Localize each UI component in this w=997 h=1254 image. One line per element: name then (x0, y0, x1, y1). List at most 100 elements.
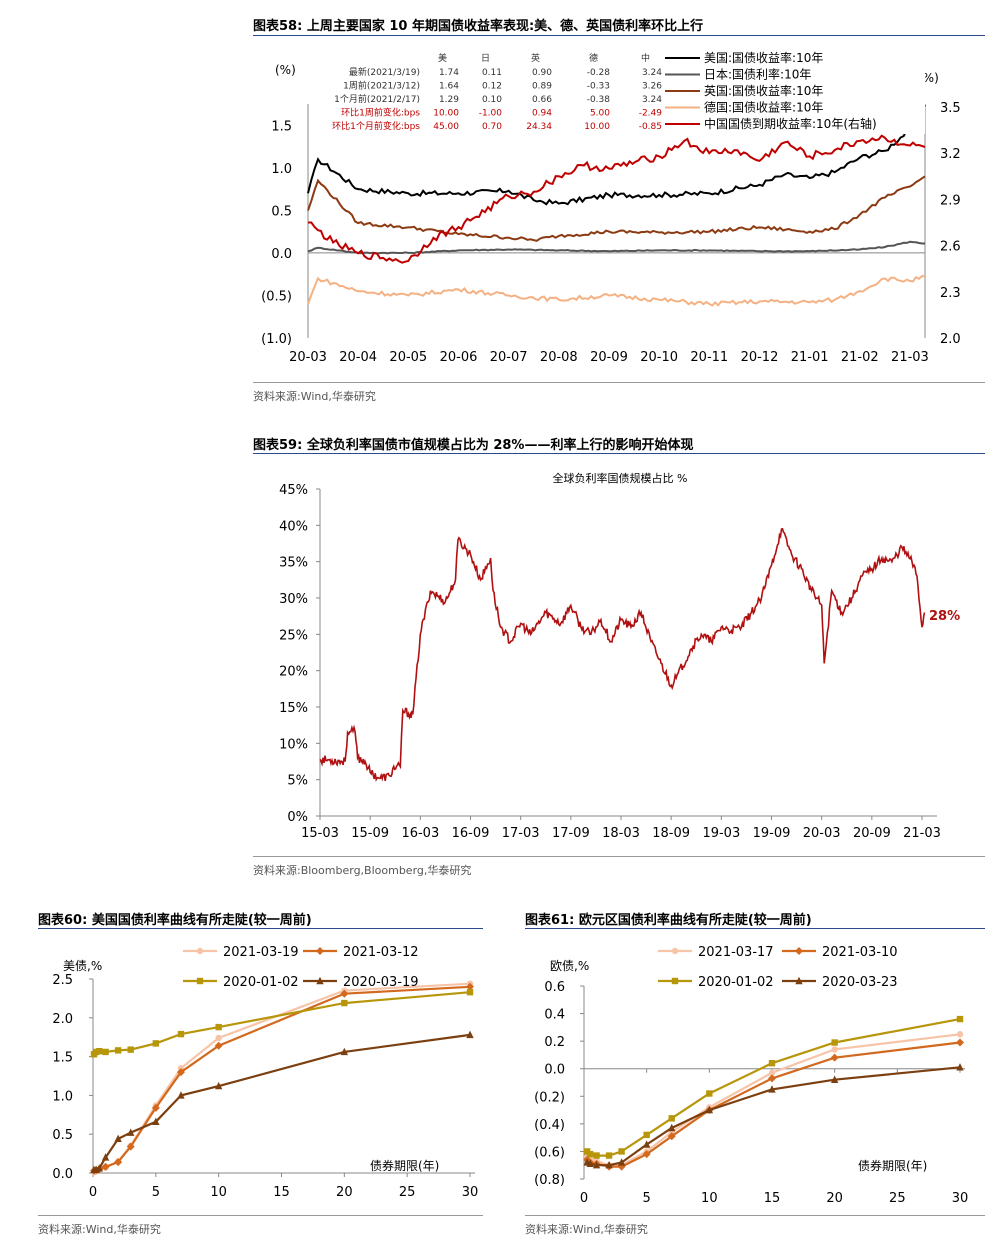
fig59-x-tick: 15-09 (351, 826, 389, 841)
fig58-table-cell: 0.90 (532, 68, 552, 78)
fig59-x-tick: 19-09 (753, 826, 791, 841)
fig58-left-tick: 0.5 (271, 204, 292, 219)
fig58-table-cell: 10.00 (433, 109, 459, 119)
fig60-data-point (102, 1048, 109, 1056)
fig61-x-tick: 30 (952, 1191, 969, 1206)
fig60-x-tick: 5 (152, 1185, 160, 1200)
fig58-x-tick: 20-09 (590, 350, 628, 365)
fig59-x-tick: 18-03 (602, 826, 640, 841)
fig60-x-label: 债券期限(年) (370, 1158, 439, 1173)
fig58-source: 资料来源:Wind,华泰研究 (253, 390, 376, 403)
fig58-table-row-label: 环比1个月前变化:bps (332, 120, 420, 132)
fig60-y-tick: 1.0 (52, 1089, 73, 1104)
fig60-data-point (466, 988, 474, 996)
fig58-title-rule (253, 35, 985, 36)
fig61-legend-marker (671, 977, 679, 985)
fig58-table-cell: 0.10 (482, 95, 502, 105)
fig58-table-cell: 1.29 (439, 95, 459, 105)
fig61-data-point (831, 1046, 838, 1053)
fig61-source: 资料来源:Wind,华泰研究 (525, 1223, 648, 1236)
fig58-series-line (307, 274, 926, 307)
fig58-table-cell: 1.74 (439, 68, 459, 78)
fig59-x-tick: 15-03 (301, 826, 339, 841)
fig58-legend-box (663, 52, 925, 134)
fig58-table-header: 日 (481, 53, 490, 64)
fig61-x-tick: 5 (643, 1191, 651, 1206)
fig61-data-point (586, 1159, 594, 1168)
fig60-data-point (340, 989, 349, 998)
fig61-data-point (593, 1152, 600, 1159)
fig60-data-point (340, 1047, 349, 1056)
fig61-x-tick: 25 (889, 1191, 906, 1206)
fig60-y-tick: 2.0 (52, 1012, 73, 1027)
fig61-x-label: 债券期限(年) (858, 1158, 927, 1173)
fig61-data-point (618, 1148, 625, 1155)
fig58-table-cell: 0.11 (482, 68, 502, 78)
fig60-data-point (114, 1158, 123, 1167)
fig58-table-cell: 1.64 (439, 82, 459, 92)
fig60-data-point (177, 1091, 185, 1099)
fig58-right-tick: 2.6 (940, 240, 961, 255)
fig58-table-cell: 0.94 (532, 109, 552, 119)
fig59-chart-title: 全球负利率国债规模占比 % (553, 471, 688, 485)
fig58-x-tick: 20-03 (289, 350, 327, 365)
fig58-table-cell: 0.12 (482, 82, 502, 92)
fig59-series-line (319, 527, 926, 782)
fig60-data-point (101, 1153, 110, 1161)
fig58-x-tick: 20-08 (540, 350, 578, 365)
fig59-x-tick: 16-09 (452, 826, 490, 841)
fig61-data-point (768, 1069, 776, 1077)
fig59-end-label: 28% (929, 609, 960, 624)
fig58-series-line (308, 134, 926, 264)
fig60-legend-marker (196, 977, 204, 985)
fig58-table-row-label: 1周前(2021/3/12) (343, 80, 420, 92)
fig58-table-cell: 3.26 (642, 82, 662, 92)
fig60-y-tick: 0.0 (52, 1167, 73, 1182)
fig60-y-tick: 1.5 (52, 1051, 73, 1066)
fig61-data-point (617, 1158, 626, 1166)
fig61-data-point (643, 1131, 650, 1139)
fig60-legend-label: 2020-01-02 (223, 975, 299, 990)
fig58-table-cell: 3.24 (642, 68, 662, 78)
fig58-table-header: 美 (438, 52, 447, 64)
fig58-table-header: 德 (589, 52, 598, 64)
fig60-x-tick: 25 (399, 1185, 416, 1200)
fig60-data-point (214, 1081, 223, 1090)
fig61-y-tick: (0.6) (534, 1145, 565, 1160)
fig60-data-point (341, 999, 348, 1007)
fig58-legend-label: 中国国债到期收益率:10年(右轴) (704, 116, 877, 131)
fig61-legend-label: 2020-01-02 (698, 975, 774, 990)
fig59-x-tick: 21-03 (903, 826, 941, 841)
fig61-legend-label: 2021-03-10 (822, 945, 898, 960)
fig60-legend-marker (316, 947, 324, 955)
fig59-x-tick: 17-09 (552, 826, 590, 841)
fig61-y-tick: (0.4) (534, 1118, 565, 1133)
fig61-legend-marker (671, 947, 679, 955)
fig61-data-point (956, 1038, 964, 1047)
fig59-y-tick: 25% (279, 628, 308, 643)
fig58-left-tick: 1.0 (271, 162, 292, 177)
fig58-left-tick: (0.5) (261, 289, 292, 304)
fig61-data-point (830, 1075, 839, 1083)
fig58-table-cell: 0.70 (482, 122, 502, 132)
fig61-data-point (768, 1060, 776, 1067)
fig58-right-tick: 3.2 (940, 147, 961, 162)
fig61-series-line (586, 1033, 961, 1167)
fig58-right-tick: 2.3 (940, 286, 961, 301)
fig59-x-tick: 18-09 (652, 826, 690, 841)
fig61-data-point (642, 1140, 651, 1148)
fig61-title-rule (525, 928, 985, 929)
fig61-data-point (642, 1150, 651, 1159)
fig58-title: 图表58: 上周主要国家 10 年期国债收益率表现:美、德、英国债利率环比上行 (253, 19, 704, 34)
fig60-source: 资料来源:Wind,华泰研究 (38, 1223, 161, 1236)
fig60-x-tick: 30 (462, 1185, 479, 1200)
fig58-legend-label: 日本:国债利率:10年 (704, 67, 811, 82)
fig61-source-rule (525, 1215, 985, 1216)
fig58-x-tick: 21-02 (841, 350, 879, 365)
fig60-x-tick: 15 (273, 1185, 290, 1200)
fig58-x-tick: 20-06 (440, 350, 478, 365)
fig60-legend-label: 2020-03-19 (343, 975, 419, 990)
